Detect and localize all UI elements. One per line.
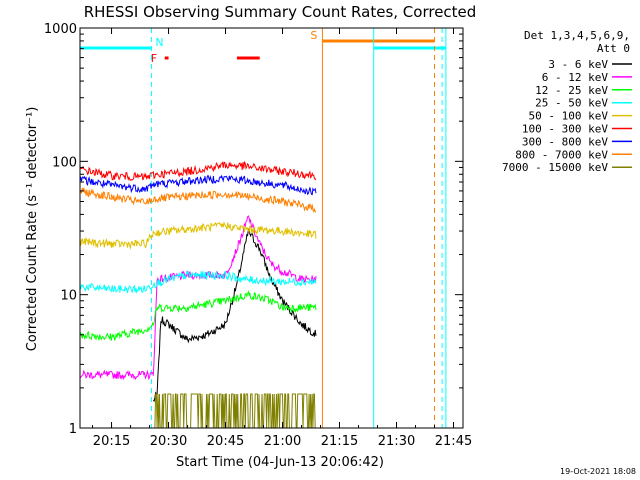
footer-date: 19-Oct-2021 18:08 [560,467,636,476]
legend-entry-label: 50 - 100 keV [529,110,609,123]
plot-frame [79,27,464,429]
chart-title: RHESSI Observing Summary Count Rates, Co… [84,3,477,21]
y-ticks: 1 10 100 1000 [44,22,463,437]
bars-layer: NF S [80,29,446,65]
series-line-5 [79,160,317,181]
series-line-6 [79,174,317,196]
x-tick-label: 20:45 [207,434,244,449]
legend-entry-label: 100 - 300 keV [522,123,608,136]
x-tick-label: 21:45 [435,434,472,449]
legend-header-line1: Det 1,3,4,5,6,9, [524,29,630,42]
series-layer [79,160,317,429]
y-tick-label: 1 [69,422,77,437]
legend-header-line2: Att 0 [597,42,630,55]
x-tick-label: 21:30 [378,434,415,449]
y-axis-label: Corrected Count Rate (s⁻¹ detector⁻¹) [25,107,40,352]
vertical-lines-layer [150,28,447,428]
y-tick-label: 10 [60,289,77,304]
legend-entry-label: 300 - 800 keV [522,135,608,148]
legend-entry-label: 800 - 7000 keV [515,148,608,161]
bar-s-label: S [310,29,317,42]
series-line-7 [79,187,317,213]
bar-f-label: F [151,52,157,65]
series-line-2 [79,289,317,342]
legend-entry-label: 12 - 25 keV [535,84,608,97]
series-line-0 [152,227,317,403]
x-tick-label: 21:00 [264,434,301,449]
series-line-3 [79,269,317,294]
x-ticks: 20:15 20:30 20:45 21:00 21:15 21:30 21:45 [92,28,472,449]
y-tick-label: 1000 [44,22,77,37]
series-line-8 [153,393,316,429]
x-tick-label: 21:15 [321,434,358,449]
series-line-4 [79,221,317,250]
legend-entry-label: 7000 - 15000 keV [502,161,608,174]
bar-n-label: N [155,36,163,49]
x-axis-label: Start Time (04-Jun-13 20:06:42) [176,455,384,470]
x-tick-label: 20:30 [150,434,187,449]
legend-entry-label: 6 - 12 keV [542,71,609,84]
x-tick-label: 20:15 [93,434,130,449]
legend-entry-label: 3 - 6 keV [548,58,608,71]
y-tick-label: 100 [52,155,77,170]
legend-entry-label: 25 - 50 keV [535,97,608,110]
